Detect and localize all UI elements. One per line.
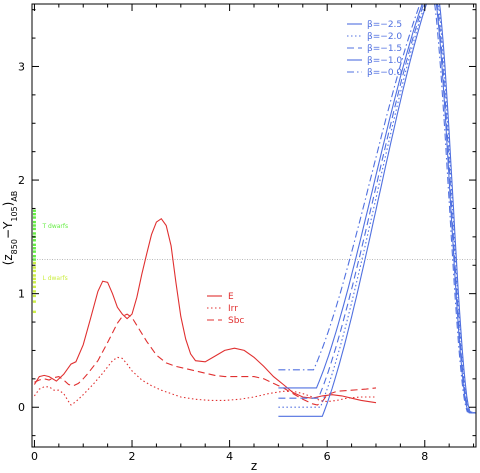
- l-dwarf-point: [32, 269, 36, 273]
- t-dwarfs-label: T dwarfs: [41, 223, 68, 230]
- l-dwarf-point: [32, 300, 36, 303]
- y-tick-label: 3: [18, 60, 25, 73]
- t-dwarf-point: [32, 232, 36, 235]
- legend-label-irr: Irr: [228, 304, 238, 314]
- l-dwarf-point: [32, 261, 36, 265]
- y-axis-label: (z850−Y105)AB: [1, 191, 19, 266]
- legend-label-beta-2: β=−1.5: [367, 44, 402, 54]
- series-line-beta-4: [278, 4, 476, 414]
- x-tick-label: 0: [31, 450, 38, 463]
- t-dwarf-point: [32, 212, 36, 216]
- t-dwarf-point: [32, 227, 36, 231]
- t-dwarf-point: [32, 220, 36, 224]
- series-line-irr: [33, 356, 376, 406]
- l-dwarf-point: [32, 281, 36, 284]
- x-tick-label: 4: [226, 450, 233, 463]
- legend-label-beta-0: β=−2.5: [367, 20, 402, 30]
- l-dwarf-point: [32, 277, 36, 281]
- x-tick-label: 8: [421, 450, 428, 463]
- l-dwarf-point: [32, 266, 36, 269]
- l-dwarf-point: [32, 294, 36, 298]
- x-axis-label: z: [251, 459, 257, 473]
- t-dwarf-point: [32, 224, 36, 227]
- legend-label-beta-3: β=−1.0: [367, 56, 402, 66]
- y-tick-label: 2: [18, 174, 25, 187]
- series-layer: [33, 4, 476, 417]
- legend-label-beta-1: β=−2.0: [367, 32, 402, 42]
- dwarf-layer: T dwarfs L dwarfs: [32, 209, 68, 314]
- series-line-beta-1: [278, 4, 476, 414]
- x-tick-label: 6: [324, 450, 331, 463]
- series-line-beta-2: [278, 4, 476, 414]
- t-dwarf-point: [32, 258, 36, 261]
- l-dwarf-point: [32, 290, 36, 293]
- y-tick-label: 0: [18, 401, 25, 414]
- legend-label-sbc: Sbc: [228, 316, 244, 326]
- t-dwarf-point: [32, 254, 36, 258]
- legend-label-beta-4: β=−0.0: [367, 68, 402, 78]
- t-dwarf-point: [32, 247, 36, 250]
- legend-label-e: E: [228, 292, 234, 302]
- series-line-beta-0: [278, 4, 476, 417]
- y-tick-label: 1: [18, 288, 25, 301]
- x-tick-label: 2: [129, 450, 136, 463]
- axis-layer: 0 2 4 6 8 0 1 2 3: [18, 4, 476, 463]
- series-line-e: [33, 217, 377, 404]
- t-dwarf-point: [32, 250, 36, 253]
- l-dwarf-point: [32, 310, 36, 314]
- l-dwarfs-label: L dwarfs: [42, 275, 67, 282]
- l-dwarf-point: [32, 285, 36, 289]
- plot-frame: [31, 3, 477, 448]
- series-line-beta-3: [278, 4, 476, 414]
- series-line-sbc: [34, 313, 377, 406]
- t-dwarf-point: [32, 239, 36, 242]
- t-dwarf-point: [32, 243, 36, 247]
- l-dwarf-point: [32, 274, 36, 277]
- t-dwarf-point: [32, 209, 36, 212]
- legend-layer: E Irr Sbc β=−2.5 β=−2.0 β=−1.5 β=−1.0 β=−0.0: [207, 20, 402, 326]
- t-dwarf-point: [32, 216, 36, 219]
